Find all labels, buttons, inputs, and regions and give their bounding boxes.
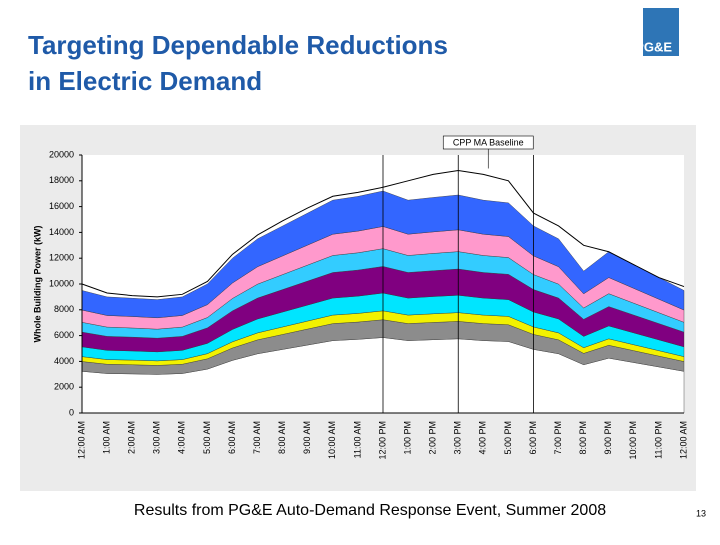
x-tick-label: 9:00 PM	[603, 421, 613, 455]
y-tick-label: 18000	[49, 175, 74, 185]
title-line: Targeting Dependable Reductions	[28, 30, 448, 60]
x-tick-label: 5:00 AM	[202, 421, 212, 454]
x-tick-label: 12:00 AM	[76, 421, 86, 459]
annotation: CPP MA Baseline	[453, 137, 524, 147]
y-tick-label: 0	[69, 407, 74, 417]
x-tick-label: 4:00 AM	[177, 421, 187, 454]
x-tick-label: 3:00 PM	[453, 421, 463, 455]
x-tick-label: 7:00 AM	[252, 421, 262, 454]
y-tick-label: 2000	[54, 382, 74, 392]
x-tick-label: 10:00 AM	[327, 421, 337, 459]
y-tick-label: 14000	[49, 227, 74, 237]
x-tick-label: 6:00 PM	[528, 421, 538, 455]
caption: Results from PG&E Auto-Demand Response E…	[134, 502, 606, 519]
x-tick-label: 11:00 PM	[653, 421, 663, 459]
x-tick-label: 7:00 PM	[553, 421, 563, 455]
y-tick-label: 20000	[49, 149, 74, 159]
page-number: 13	[696, 508, 706, 518]
logo: PG&E	[635, 39, 672, 54]
x-tick-label: 8:00 AM	[277, 421, 287, 454]
logo-icon	[643, 8, 679, 56]
x-tick-label: 6:00 AM	[227, 421, 237, 454]
title-line: in Electric Demand	[28, 66, 262, 96]
x-tick-label: 12:00 PM	[377, 421, 387, 460]
x-tick-label: 11:00 AM	[352, 421, 362, 458]
y-tick-label: 12000	[49, 253, 74, 263]
y-axis-label: Whole Building Power (kW)	[32, 226, 42, 343]
x-tick-label: 8:00 PM	[578, 421, 588, 455]
y-tick-label: 10000	[49, 278, 74, 288]
x-tick-label: 1:00 PM	[402, 421, 412, 455]
y-tick-label: 8000	[54, 304, 74, 314]
y-tick-label: 4000	[54, 356, 74, 366]
x-tick-label: 5:00 PM	[503, 421, 513, 455]
x-tick-label: 2:00 PM	[428, 421, 438, 455]
x-tick-label: 10:00 PM	[628, 421, 638, 460]
x-tick-label: 2:00 AM	[127, 421, 137, 454]
chart: 0 2000 4000 6000 8000 10000 12000 14000 16000 180…	[49, 135, 688, 460]
x-tick-label: 1:00 AM	[101, 421, 111, 454]
x-tick-label: 12:00 AM	[678, 421, 688, 459]
x-tick-label: 4:00 PM	[478, 421, 488, 455]
baseline-line	[81, 169, 685, 298]
y-tick-label: 16000	[49, 201, 74, 211]
x-tick-label: 3:00 AM	[152, 421, 162, 454]
y-tick-label: 6000	[54, 330, 74, 340]
x-tick-label: 9:00 AM	[302, 421, 312, 454]
